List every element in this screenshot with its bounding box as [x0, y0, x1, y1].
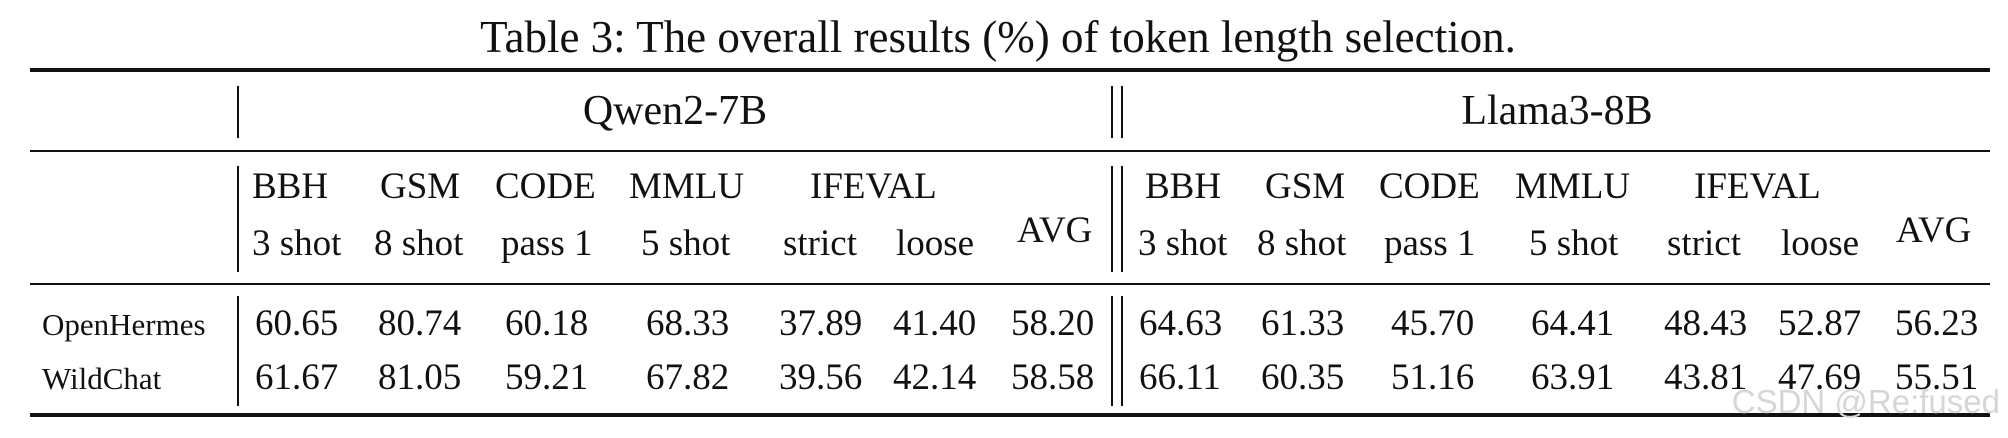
- table-cell: 60.18: [505, 303, 589, 344]
- table-cell: 68.33: [646, 303, 730, 344]
- table-cell: 58.20: [1011, 303, 1095, 344]
- metric-setting: 5 shot: [1529, 223, 1619, 264]
- table-cell: 43.81: [1664, 357, 1748, 398]
- metric-header: MMLU: [629, 166, 745, 207]
- metric-setting: 3 shot: [252, 223, 342, 264]
- table-cell: 51.16: [1391, 357, 1475, 398]
- table-cell: 67.82: [646, 357, 730, 398]
- table-cell: 37.89: [779, 303, 863, 344]
- table-cell: 59.21: [505, 357, 589, 398]
- table-cell: 52.87: [1778, 303, 1862, 344]
- metric-header: CODE: [495, 166, 596, 207]
- metric-header: MMLU: [1515, 166, 1631, 207]
- metric-header: GSM: [380, 166, 461, 207]
- metric-setting: pass 1: [501, 223, 593, 264]
- metric-header: BBH: [1145, 166, 1222, 207]
- table-cell: 80.74: [378, 303, 462, 344]
- table-cell: 56.23: [1895, 303, 1979, 344]
- table-cell: 41.40: [893, 303, 977, 344]
- table-cell: 64.41: [1531, 303, 1615, 344]
- table-cell: 63.91: [1531, 357, 1615, 398]
- label-column-separator: [237, 296, 239, 406]
- mid-rule-1: [30, 150, 1990, 152]
- metric-setting: loose: [1781, 223, 1860, 264]
- table-cell: 48.43: [1664, 303, 1748, 344]
- metric-setting: loose: [896, 223, 975, 264]
- table-cell: 42.14: [893, 357, 977, 398]
- label-column-separator: [237, 86, 239, 138]
- watermark: CSDN @Re:fused: [1731, 383, 2000, 420]
- mid-rule-2: [30, 283, 1990, 285]
- metric-header: AVG: [1017, 210, 1093, 251]
- metric-setting: 5 shot: [641, 223, 731, 264]
- table-cell: 61.33: [1261, 303, 1345, 344]
- metric-header: BBH: [252, 166, 329, 207]
- table-cell: 61.67: [255, 357, 339, 398]
- group-header-qwen: Qwen2-7B: [582, 88, 768, 134]
- table-cell: 39.56: [779, 357, 863, 398]
- group-separator-right: [1121, 296, 1123, 406]
- table-cell: 66.11: [1139, 357, 1221, 398]
- table-cell: 58.58: [1011, 357, 1095, 398]
- group-separator-left: [1111, 86, 1113, 138]
- metric-setting: 3 shot: [1138, 223, 1228, 264]
- group-separator-right: [1121, 86, 1123, 138]
- metric-setting: 8 shot: [374, 223, 464, 264]
- metric-setting: strict: [1667, 223, 1741, 264]
- table-cell: 60.35: [1261, 357, 1345, 398]
- table-cell: 47.69: [1778, 357, 1862, 398]
- group-separator-left: [1111, 296, 1113, 406]
- group-separator-left: [1111, 166, 1113, 272]
- row-label: OpenHermes: [42, 307, 206, 342]
- top-rule: [30, 68, 1990, 72]
- metric-setting: strict: [783, 223, 857, 264]
- table-cell: 45.70: [1391, 303, 1475, 344]
- metric-setting: 8 shot: [1257, 223, 1347, 264]
- metric-header: CODE: [1379, 166, 1480, 207]
- metric-header: AVG: [1896, 210, 1972, 251]
- table-cell: 60.65: [255, 303, 339, 344]
- metric-header: IFEVAL: [810, 166, 937, 207]
- group-header-llama: Llama3-8B: [1461, 88, 1653, 134]
- row-label: WildChat: [42, 361, 162, 396]
- table-caption: Table 3: The overall results (%) of toke…: [480, 12, 1516, 62]
- group-separator-right: [1121, 166, 1123, 272]
- metric-header: GSM: [1265, 166, 1346, 207]
- table-cell: 55.51: [1895, 357, 1979, 398]
- metric-header: IFEVAL: [1694, 166, 1821, 207]
- table-cell: 64.63: [1139, 303, 1223, 344]
- bottom-rule: [30, 413, 1990, 417]
- metric-setting: pass 1: [1384, 223, 1476, 264]
- table-cell: 81.05: [378, 357, 462, 398]
- label-column-separator: [237, 166, 239, 272]
